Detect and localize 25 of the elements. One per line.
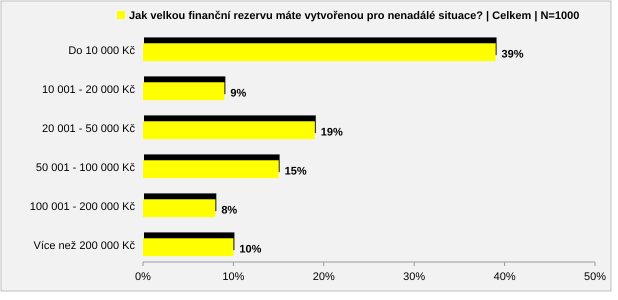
bar <box>143 238 234 256</box>
bar <box>143 82 224 100</box>
data-label: 8% <box>221 204 238 216</box>
bar <box>143 199 216 218</box>
x-tick-label: 50% <box>584 271 606 283</box>
data-label: 10% <box>239 243 262 256</box>
x-tick-label: 40% <box>494 271 516 283</box>
y-tick-label: 50 001 - 100 000 Kč <box>36 162 136 174</box>
bar <box>143 160 279 178</box>
x-tick-label: 30% <box>403 271 426 283</box>
data-label: 15% <box>284 165 307 178</box>
x-tick-label: 20% <box>312 271 336 283</box>
x-tick-label: 10% <box>222 271 245 283</box>
y-tick-label: Více než 200 000 Kč <box>33 240 136 252</box>
legend-label: Jak velkou finanční rezervu máte vytvořenou pro nenadálé situace? | Celkem | N=1000 <box>129 10 580 22</box>
y-tick-label: 20 001 - 50 000 Kč <box>42 123 136 136</box>
y-tick-label: Do 10 000 Kč <box>68 45 136 58</box>
bar <box>143 43 496 62</box>
bar <box>143 121 315 140</box>
x-tick-label: 0% <box>135 271 152 283</box>
y-tick-label: 100 001 - 200 000 Kč <box>30 201 136 214</box>
data-label: 9% <box>230 87 246 100</box>
data-label: 19% <box>320 126 343 138</box>
y-tick-label: 10 001 - 20 000 Kč <box>42 84 136 96</box>
data-label: 39% <box>502 48 524 60</box>
